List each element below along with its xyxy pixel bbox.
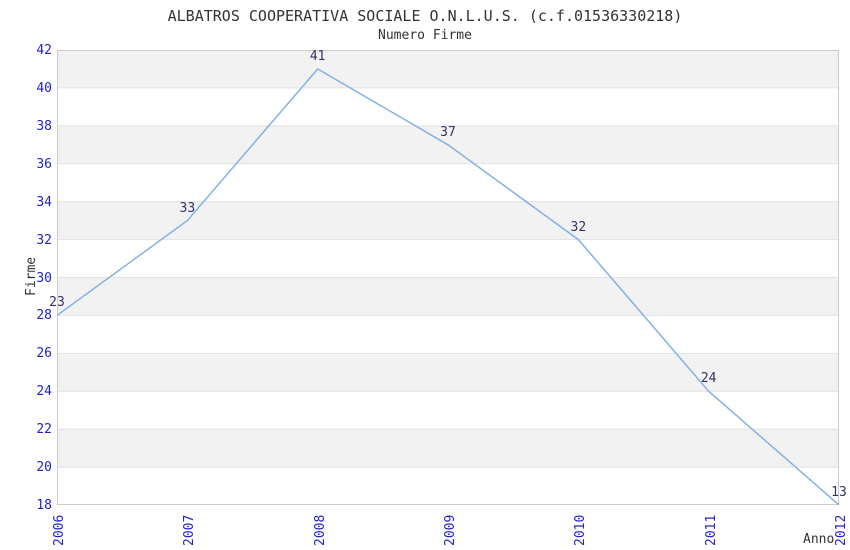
data-point-label: 33 bbox=[179, 200, 196, 216]
y-tick-label: 26 bbox=[36, 346, 52, 362]
band bbox=[57, 315, 839, 354]
x-tick-label: 2012 bbox=[834, 514, 849, 546]
x-tick-label: 2007 bbox=[182, 514, 198, 546]
x-tick-label: 2008 bbox=[312, 514, 328, 546]
band bbox=[57, 391, 839, 430]
y-tick-label: 38 bbox=[36, 118, 52, 134]
band bbox=[57, 163, 839, 202]
data-point-label: 41 bbox=[309, 48, 326, 64]
band bbox=[57, 277, 839, 316]
band bbox=[57, 50, 839, 88]
y-tick-label: 22 bbox=[36, 422, 52, 438]
y-tick-label: 34 bbox=[36, 194, 52, 210]
band bbox=[57, 467, 839, 505]
band bbox=[57, 201, 839, 240]
y-tick-label: 20 bbox=[36, 460, 52, 476]
chart-title: ALBATROS COOPERATIVA SOCIALE O.N.L.U.S. … bbox=[167, 7, 683, 25]
data-point-label: 23 bbox=[49, 295, 65, 311]
data-point-label: 37 bbox=[440, 124, 456, 140]
data-line bbox=[57, 67, 839, 505]
x-tick-label: 2011 bbox=[703, 514, 719, 546]
y-tick-label: 32 bbox=[36, 232, 52, 248]
plot-area: 23 33 41 37 32 24 13 bbox=[49, 48, 847, 505]
data-point-label: 13 bbox=[831, 485, 847, 500]
y-tick-label: 42 bbox=[36, 43, 52, 58]
x-tick-label: 2009 bbox=[443, 514, 458, 546]
chart-subtitle: Numero Firme bbox=[378, 28, 472, 43]
y-tick-label: 24 bbox=[36, 384, 52, 400]
chart-plot-svg bbox=[57, 50, 839, 505]
y-tick-label: 36 bbox=[36, 156, 52, 172]
band bbox=[57, 87, 839, 126]
data-point-label: 32 bbox=[570, 219, 587, 235]
y-tick-label: 30 bbox=[36, 270, 52, 286]
x-tick-label: 2006 bbox=[52, 514, 67, 546]
x-tick-label: 2010 bbox=[573, 514, 589, 546]
band bbox=[57, 429, 839, 468]
band bbox=[57, 239, 839, 278]
y-tick-label: 18 bbox=[36, 498, 52, 513]
band bbox=[57, 353, 839, 392]
plot-border bbox=[57, 50, 839, 505]
y-tick-label: 40 bbox=[36, 80, 52, 96]
data-point-label: 24 bbox=[700, 371, 717, 387]
y-tick-label: 28 bbox=[36, 308, 52, 324]
x-axis-title: Anno bbox=[803, 532, 835, 547]
